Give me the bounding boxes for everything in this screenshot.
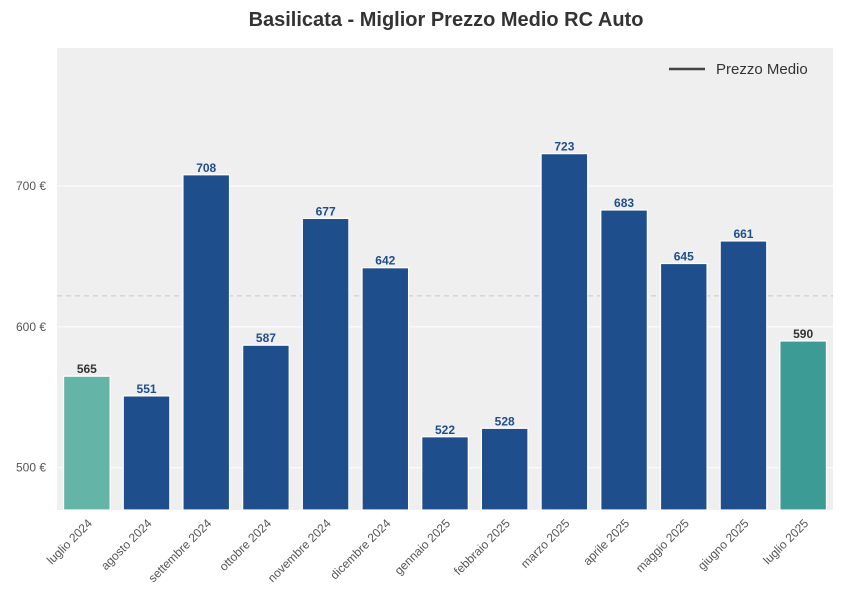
bar (182, 174, 231, 511)
y-axis-ticks: 500 € 600 € 700 € (16, 179, 46, 475)
bar (480, 427, 529, 511)
bar-data-label: 708 (196, 161, 216, 175)
legend-label: Prezzo Medio (716, 61, 808, 78)
bar-data-label: 587 (256, 331, 276, 345)
bar (361, 267, 410, 511)
legend: Prezzo Medio (669, 61, 808, 78)
bar-data-label: 528 (495, 414, 515, 428)
bar-data-label: 522 (435, 423, 455, 437)
bar-data-label: 683 (614, 196, 634, 210)
y-tick-label: 700 € (16, 179, 46, 193)
bar (659, 262, 708, 511)
bar (122, 395, 171, 511)
bar (540, 153, 589, 511)
bar-data-label: 661 (733, 227, 753, 241)
bar (242, 344, 290, 511)
x-tick-label: giugno 2025 (695, 516, 752, 573)
bar (779, 340, 828, 511)
x-tick-label: maggio 2025 (633, 516, 692, 575)
bar-data-label: 590 (793, 327, 813, 341)
bar-data-label: 642 (375, 254, 395, 268)
data-labels: 565 551 708 587 677 642 522 528 723 683 645 661 590 (77, 140, 814, 437)
bar-data-label: 565 (77, 362, 97, 376)
x-tick-label: agosto 2024 (98, 516, 155, 573)
chart-title: Basilicata - Miglior Prezzo Medio RC Aut… (249, 9, 644, 31)
bar-data-label: 645 (674, 250, 694, 264)
bar (421, 436, 469, 511)
x-tick-label: febbraio 2025 (451, 516, 513, 578)
x-tick-label: luglio 2024 (44, 516, 95, 567)
y-tick-label: 500 € (16, 461, 46, 475)
x-tick-label: settembre 2024 (145, 516, 214, 585)
x-tick-label: luglio 2025 (760, 516, 811, 567)
bar (600, 209, 648, 511)
bar (719, 240, 768, 511)
x-tick-label: dicembre 2024 (327, 516, 393, 582)
x-tick-label: novembre 2024 (265, 516, 334, 585)
x-tick-label: gennaio 2025 (392, 516, 454, 578)
bars (62, 153, 828, 511)
x-tick-label: ottobre 2024 (216, 516, 274, 574)
y-tick-label: 600 € (16, 320, 46, 334)
bar (301, 217, 350, 511)
bar-data-label: 551 (137, 382, 157, 396)
bar-data-label: 677 (316, 204, 336, 218)
bar (62, 375, 111, 511)
x-tick-label: marzo 2025 (518, 516, 573, 571)
bar-data-label: 723 (554, 140, 574, 154)
x-tick-label: aprile 2025 (580, 516, 632, 568)
